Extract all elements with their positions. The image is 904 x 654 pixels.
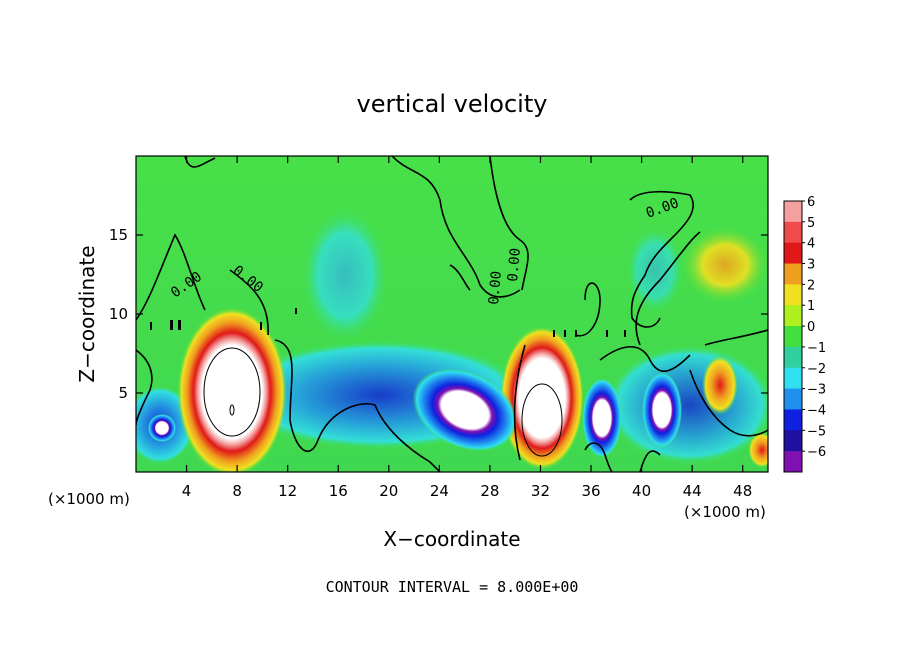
colorbar-label: −5 xyxy=(807,424,826,439)
plot-area: 0.00 0.00 0.00 0.00 0.00 xyxy=(136,156,768,472)
colorbar-label: 1 xyxy=(807,299,815,314)
y-tick-label: 5 xyxy=(118,384,128,402)
y-axis-label: Z−coordinate xyxy=(75,245,99,382)
right-red-region xyxy=(702,355,738,415)
colorbar-swatch xyxy=(784,284,802,306)
x-tick-label: 40 xyxy=(632,482,651,500)
downdraft-core-1 xyxy=(412,368,518,452)
x-tick-label: 8 xyxy=(232,482,242,500)
colorbar: 6 5 4 3 2 1 0 −1 −2 −3 −4 −5 −6 xyxy=(783,195,826,473)
colorbar-label: −4 xyxy=(807,403,826,418)
upper-yellow-region xyxy=(680,225,768,305)
downdraft-core-2 xyxy=(582,378,622,458)
x-tick-label: 12 xyxy=(278,482,297,500)
colorbar-label: −2 xyxy=(807,362,826,377)
y-tick-label: 10 xyxy=(109,305,128,323)
colorbar-label: −6 xyxy=(807,445,826,460)
downdraft-core-3 xyxy=(642,372,682,448)
contour-interval-note: CONTOUR INTERVAL = 8.000E+00 xyxy=(326,578,579,596)
y-axis: 5 10 15 xyxy=(109,226,768,402)
updraft-core-2 xyxy=(500,326,584,470)
x-axis-label: X−coordinate xyxy=(383,527,520,551)
zero-contours xyxy=(136,156,768,472)
x-tick-label: 48 xyxy=(733,482,752,500)
x-tick-label: 28 xyxy=(480,482,499,500)
x-tick-label: 20 xyxy=(379,482,398,500)
colorbar-label: 6 xyxy=(807,195,815,210)
right-bottom-red-region xyxy=(748,432,768,468)
x-unit-right: (×1000 m) xyxy=(684,503,766,521)
x-axis: 4 8 12 16 20 24 28 32 36 40 44 48 xyxy=(182,156,752,500)
colorbar-swatch xyxy=(784,221,802,244)
x-tick-label: 44 xyxy=(683,482,702,500)
x-tick-label: 36 xyxy=(581,482,600,500)
downdraft-core-4 xyxy=(148,414,176,442)
contour-label-4: 0.00 xyxy=(505,247,524,282)
colorbar-swatch xyxy=(784,263,802,285)
upper-cyan-region xyxy=(300,205,390,345)
colorbar-swatch xyxy=(784,451,802,473)
colorbar-swatch xyxy=(784,242,802,265)
updraft-core-1 xyxy=(177,307,287,472)
y-tick-label: 15 xyxy=(109,226,128,244)
small-contour-patches xyxy=(150,308,626,337)
updraft-contour-2 xyxy=(521,383,563,457)
x-unit-left: (×1000 m) xyxy=(48,490,130,508)
x-tick-label: 16 xyxy=(329,482,348,500)
contour-label-3: 0.00 xyxy=(486,270,505,305)
colorbar-label: 3 xyxy=(807,258,815,273)
colorbar-label: 5 xyxy=(807,216,815,231)
colorbar-label: −3 xyxy=(807,383,826,398)
colorbar-swatch xyxy=(784,409,802,431)
colorbar-label: 4 xyxy=(807,237,815,252)
colorbar-swatch xyxy=(784,326,802,348)
x-tick-label: 24 xyxy=(430,482,449,500)
colorbar-swatch xyxy=(784,430,802,452)
colorbar-swatch xyxy=(784,201,802,223)
upper-cyan-region-right xyxy=(625,225,685,315)
colorbar-label: 0 xyxy=(807,320,815,335)
x-tick-label: 4 xyxy=(182,482,192,500)
x-tick-label: 32 xyxy=(531,482,550,500)
updraft-contour-1 xyxy=(203,347,261,437)
colorbar-swatch xyxy=(784,367,802,390)
updraft-contour-1-inner xyxy=(229,404,235,416)
colorbar-frame xyxy=(783,200,803,473)
colorbar-swatch xyxy=(784,388,802,410)
colorbar-label: 2 xyxy=(807,278,815,293)
chart-title: vertical velocity xyxy=(357,90,548,118)
colorbar-label: −1 xyxy=(807,341,826,356)
colorbar-swatch xyxy=(784,305,802,327)
colorbar-swatch xyxy=(784,346,802,369)
